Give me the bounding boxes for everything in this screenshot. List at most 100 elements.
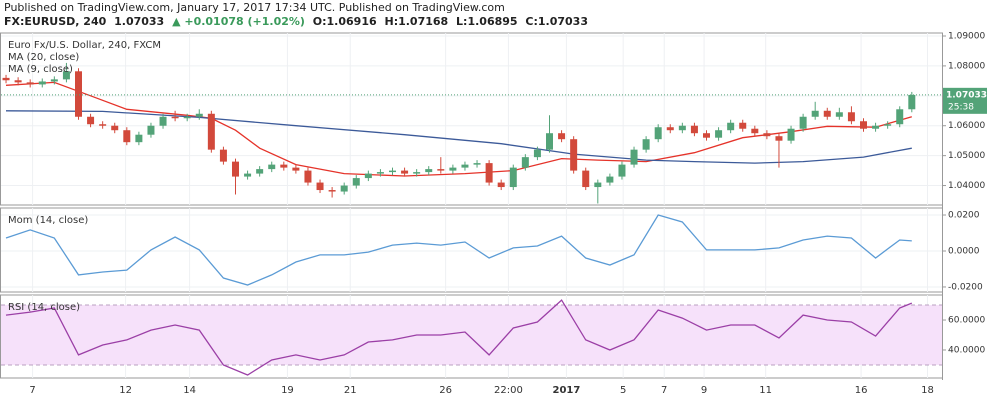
candle-body (207, 113, 215, 150)
panel-frame (0, 207, 943, 293)
candle-body (739, 122, 747, 129)
candle-body (62, 71, 70, 80)
candle-body (847, 112, 855, 122)
candle-body (413, 172, 421, 174)
candle-body (244, 173, 252, 177)
symbol: FX:EURUSD, 240 (4, 15, 107, 28)
x-tick-label: 5 (620, 385, 626, 396)
candle-body (316, 182, 324, 191)
candle-body (268, 164, 276, 170)
candle-body (304, 170, 312, 183)
y-tick-label: 1.08000 (948, 61, 985, 71)
candle-body (690, 125, 698, 134)
candle-body (509, 167, 517, 188)
quote-line: FX:EURUSD, 240 1.07033 ▲ +0.01078 (+1.02… (4, 15, 592, 29)
band-fill (1, 305, 942, 365)
x-tick-label: 21 (344, 385, 357, 396)
candle-body (521, 157, 529, 168)
x-tick-label: 9 (701, 385, 707, 396)
candle-body (473, 163, 481, 165)
legend-entry: RSI (14, close) (8, 302, 80, 313)
candle-body (38, 81, 46, 85)
candle-body (666, 127, 674, 131)
candle-body (703, 133, 710, 138)
candle-body (123, 130, 131, 143)
candle-body (232, 161, 239, 177)
candle-body (292, 167, 300, 171)
candle-body (546, 133, 553, 150)
x-tick-label: 22:00 (494, 385, 523, 396)
y-tick-label: 60.0000 (948, 316, 985, 326)
candle-body (425, 169, 433, 173)
candle-body (715, 130, 723, 138)
candle-body (328, 190, 336, 192)
candle-body (111, 125, 119, 131)
y-tick-label: 0.0000 (948, 246, 980, 256)
legend-entry: MA (20, close) (8, 52, 79, 63)
candle-body (896, 109, 904, 125)
candle-body (14, 80, 22, 83)
close: C:1.07033 (525, 15, 588, 28)
candle-body (352, 178, 360, 186)
countdown-label: 25:38 (948, 102, 974, 112)
candle-body (654, 127, 662, 140)
candle-body (678, 125, 686, 131)
candle-body (183, 116, 191, 119)
high: H:1.07168 (384, 15, 449, 28)
published-line: Published on TradingView.com, January 17… (4, 1, 592, 15)
x-tick-label: 11 (759, 385, 772, 396)
series-line (5, 214, 912, 286)
y-tick-label: 1.09000 (948, 31, 985, 41)
candle-body (389, 170, 396, 173)
candle-body (835, 112, 843, 117)
candle-body (606, 176, 614, 183)
y-tick-label: 1.06000 (948, 121, 985, 131)
candle-body (570, 139, 578, 171)
candle-body (26, 82, 34, 85)
candle-body (618, 164, 626, 177)
last-price-label: 1.07033 (946, 90, 987, 100)
y-tick-label: 1.05000 (948, 151, 985, 161)
candle-body (2, 77, 10, 81)
candle-body (642, 139, 650, 150)
x-tick-label: 16 (855, 385, 868, 396)
candle-body (823, 110, 831, 117)
candle-body (135, 134, 143, 143)
series-line (5, 299, 913, 376)
candle-body (630, 149, 638, 165)
candle-body (376, 172, 384, 174)
candle-body (75, 71, 82, 117)
candle-body (558, 133, 566, 140)
legend-entry: Mom (14, close) (8, 215, 88, 226)
x-tick-label: 7 (661, 385, 667, 396)
candle-body (787, 128, 795, 141)
candle-body (461, 164, 469, 168)
candle-body (219, 149, 227, 162)
y-tick-label: 0.0200 (948, 211, 980, 221)
published: Published on TradingView.com, January 17… (4, 1, 505, 14)
change: ▲ +0.01078 (+1.02%) (172, 15, 305, 28)
candle-body (437, 169, 445, 171)
x-tick-label: 14 (183, 385, 196, 396)
candle-body (401, 170, 409, 174)
candle-body (775, 136, 783, 141)
candle-body (340, 185, 348, 192)
candle-body (159, 116, 167, 126)
candle-body (872, 125, 880, 129)
y-tick-label: -0.0200 (948, 282, 983, 292)
header: Published on TradingView.com, January 17… (4, 1, 592, 29)
candle-body (727, 122, 735, 131)
candle-body (87, 116, 95, 125)
candle-body (497, 182, 505, 188)
price: 1.07033 (114, 15, 165, 28)
candle-body (280, 164, 288, 168)
candle-body (50, 79, 58, 82)
candle-body (171, 116, 179, 119)
legend-entry: MA (9, close) (8, 64, 73, 75)
x-tick-label: 19 (281, 385, 294, 396)
candle-body (811, 110, 819, 117)
candle-body (449, 167, 457, 171)
candle-body (884, 124, 892, 126)
